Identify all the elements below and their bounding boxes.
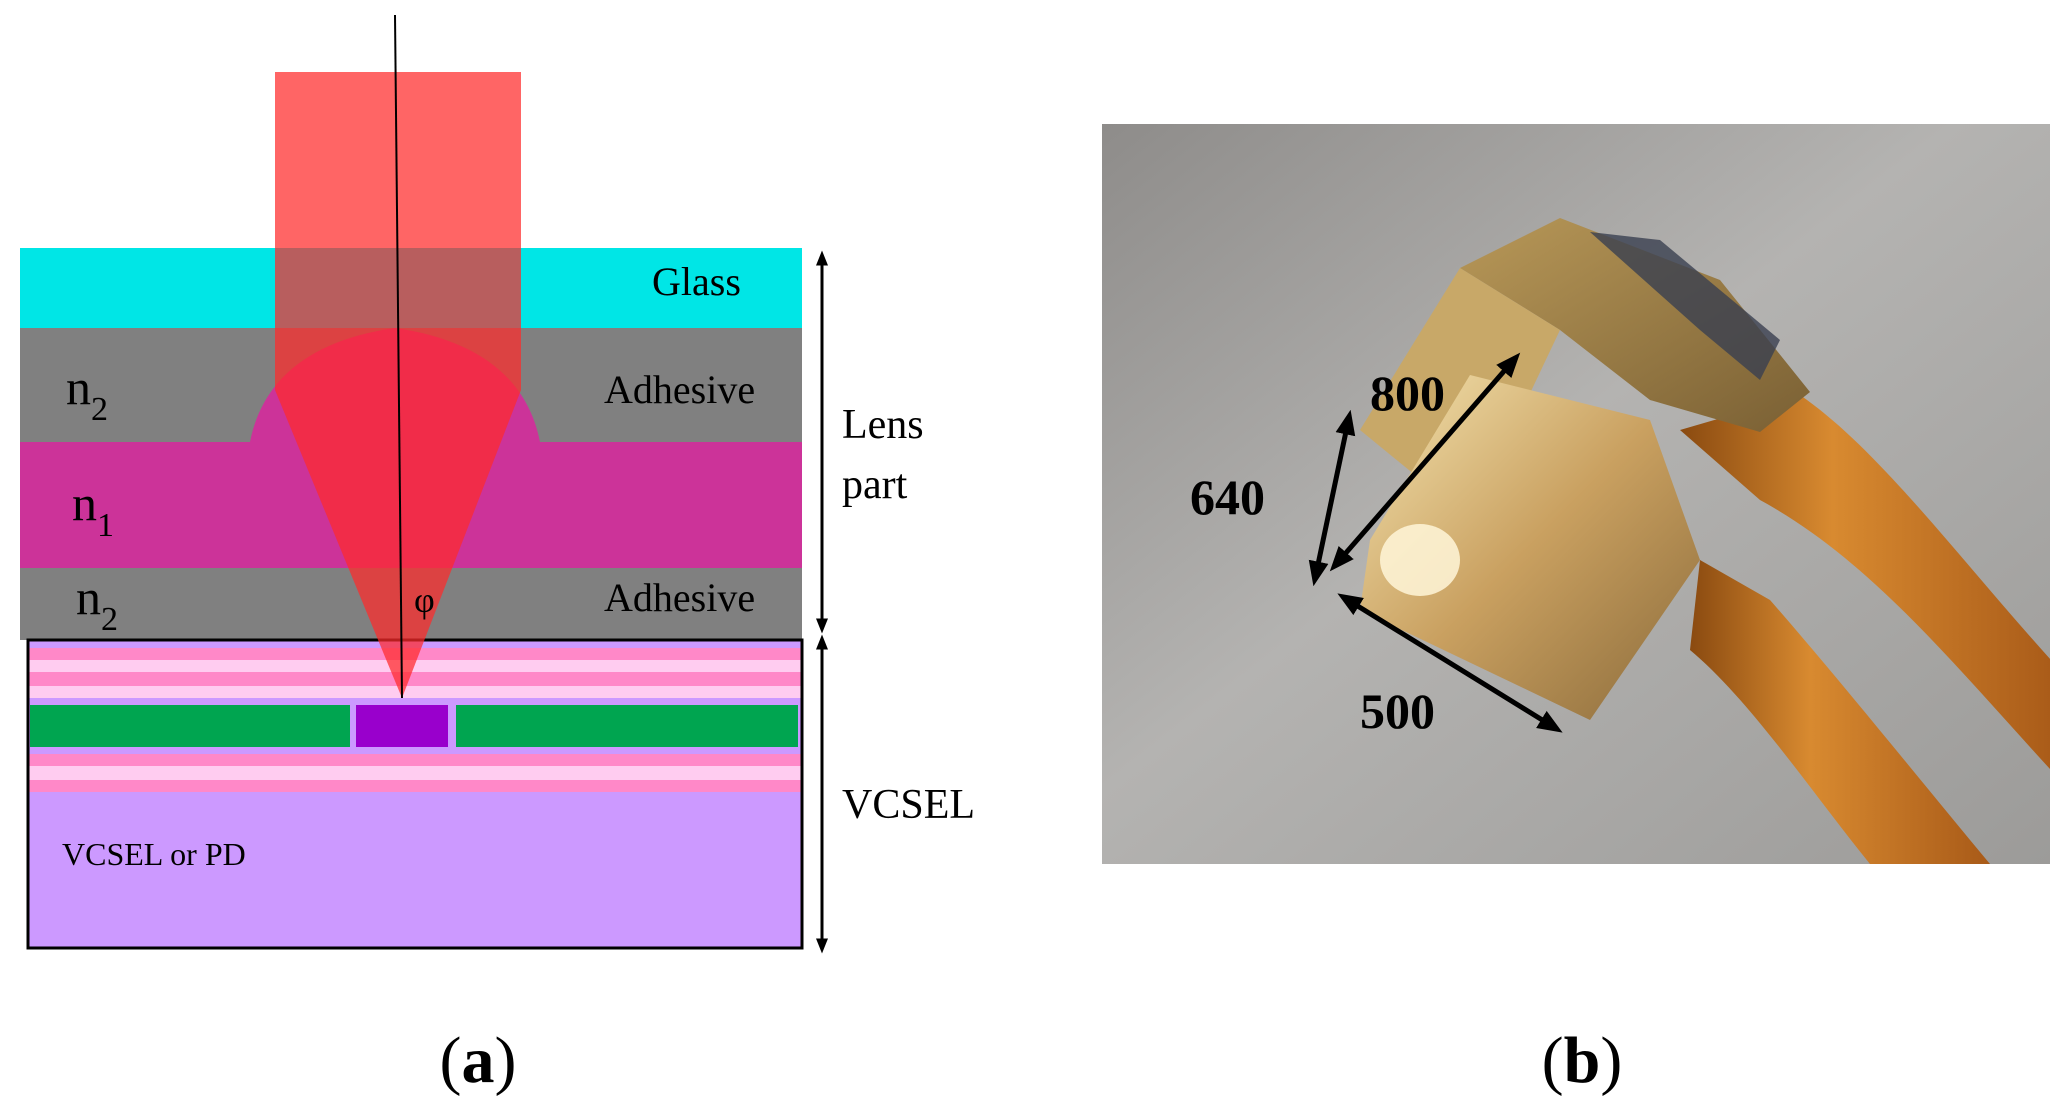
label-500: 500 — [1360, 683, 1435, 739]
arrow-640 — [1308, 409, 1356, 587]
panel-a-diagram: Glass Adhesive Adhesive n2 n1 n2 φ VCSEL… — [20, 14, 975, 1097]
active-layer-left — [30, 705, 350, 747]
label-phi: φ — [414, 580, 435, 620]
caption-b: (b) — [1542, 1024, 1623, 1097]
label-glass: Glass — [652, 259, 741, 304]
cube-top-face — [1460, 218, 1810, 432]
arrow-500 — [1337, 593, 1563, 733]
aperture — [356, 705, 448, 747]
label-n2-top: n2 — [66, 359, 108, 428]
label-lens-part-line1: Lens — [842, 402, 924, 448]
active-layer-right — [456, 705, 798, 747]
copper-lead-upper — [1680, 395, 2050, 770]
copper-lead-lower — [1690, 560, 1990, 864]
label-vcsel: VCSEL — [842, 782, 975, 828]
dbr-stripe — [28, 660, 802, 672]
chip-top-metal — [1590, 232, 1780, 380]
label-800: 800 — [1370, 365, 1445, 421]
panel-b-photo: 800 640 500 (b) — [1102, 124, 2050, 1097]
dbr-stripe — [28, 686, 802, 698]
label-n2-bottom: n2 — [76, 569, 118, 638]
dbr-stripe — [28, 766, 802, 780]
dbr-stripe — [28, 780, 802, 792]
converging-beam — [275, 390, 521, 698]
optical-axis — [394, 14, 403, 699]
cube-highlight — [1380, 524, 1460, 596]
label-adhesive-bottom: Adhesive — [604, 575, 755, 620]
label-640: 640 — [1190, 469, 1265, 525]
label-chip: VCSEL or PD — [62, 836, 246, 872]
dbr-stripe — [28, 672, 802, 686]
label-adhesive-top: Adhesive — [604, 367, 755, 412]
label-lens-part-line2: part — [842, 462, 908, 508]
dbr-stripe — [28, 754, 802, 766]
caption-a: (a) — [440, 1024, 517, 1097]
label-n1: n1 — [72, 475, 114, 544]
arrow-800 — [1329, 352, 1521, 572]
